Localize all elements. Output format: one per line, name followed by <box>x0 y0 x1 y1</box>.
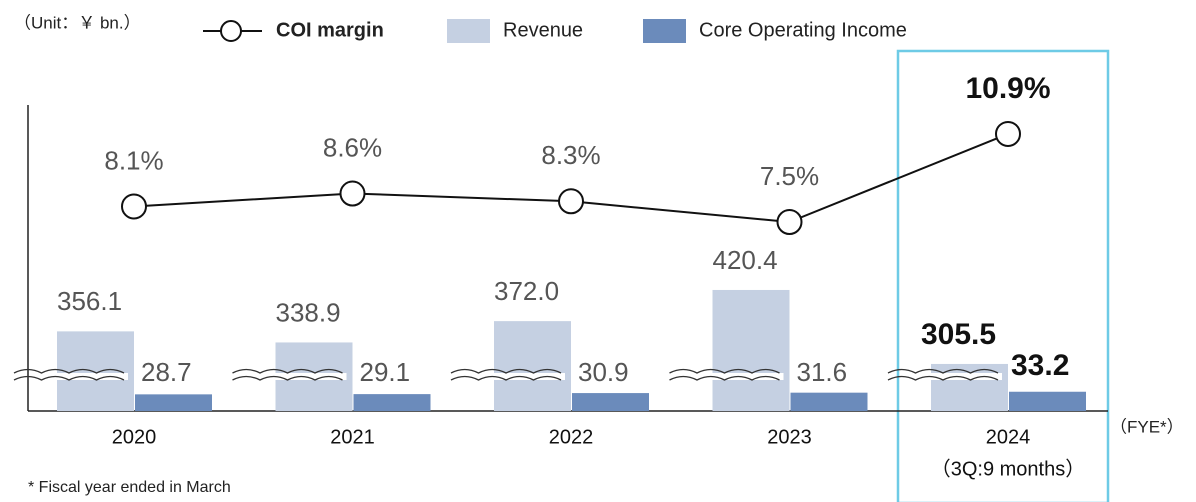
x-tick-label: 2021 <box>330 426 375 448</box>
value-label: 8.1% <box>104 145 163 175</box>
bar <box>353 394 431 411</box>
margin-marker <box>558 188 584 215</box>
x-tick-label: 2022 <box>549 426 594 448</box>
value-label: 30.9 <box>578 357 629 387</box>
legend-label: Core Operating Income <box>699 19 907 41</box>
axis-break-gap <box>924 373 1002 380</box>
bar <box>572 393 649 411</box>
axis-break <box>13 375 125 381</box>
axis-break <box>669 368 780 374</box>
bar <box>1009 391 1086 411</box>
legend-label: Revenue <box>503 19 583 41</box>
axis-break <box>232 375 343 381</box>
x-tick-label: 2020 <box>112 426 157 448</box>
x-axis-label: （FYE*） <box>1110 417 1184 436</box>
bar <box>712 289 790 411</box>
axis-break <box>887 375 999 381</box>
legend-swatch <box>643 19 686 43</box>
x-tick-label: 2023 <box>767 426 812 448</box>
margin-marker <box>121 193 147 220</box>
x-tick-label: 2024 <box>986 426 1031 448</box>
value-label: 305.5 <box>921 318 996 351</box>
bar <box>790 392 868 411</box>
legend-label: COI margin <box>276 19 384 41</box>
bar <box>931 363 1008 411</box>
margin-marker <box>995 120 1021 147</box>
axis-break <box>13 368 125 374</box>
axis-break <box>450 375 562 381</box>
value-label: 28.7 <box>141 357 192 387</box>
axis-break <box>450 368 562 374</box>
unit-note: （Unit：￥ bn.） <box>14 13 141 32</box>
value-label: 29.1 <box>360 357 411 387</box>
axis-break <box>669 375 780 381</box>
value-label: 420.4 <box>713 245 778 275</box>
legend-marker <box>220 20 242 42</box>
footnote: * Fiscal year ended in March <box>28 479 231 496</box>
bar <box>57 331 134 411</box>
legend-swatch <box>447 19 490 43</box>
axis-break <box>887 368 999 374</box>
value-label: 7.5% <box>760 161 819 191</box>
value-label: 372.0 <box>494 276 559 306</box>
value-label: 8.3% <box>541 140 600 170</box>
margin-marker <box>776 209 803 235</box>
value-label: 356.1 <box>57 286 122 316</box>
value-label: 10.9% <box>965 72 1050 105</box>
margin-marker <box>339 180 366 207</box>
annotation: （3Q:9 months） <box>931 457 1086 480</box>
axis-break-gap <box>705 373 784 380</box>
value-label: 33.2 <box>1011 349 1069 382</box>
value-label: 338.9 <box>276 297 341 327</box>
bar <box>135 394 212 411</box>
axis-break <box>232 368 343 374</box>
axis-break-gap <box>268 373 347 380</box>
highlight-box <box>896 49 1110 502</box>
value-label: 8.6% <box>323 132 382 162</box>
axis-break-gap <box>487 373 565 380</box>
axis-break-gap <box>50 373 128 380</box>
bar <box>494 321 571 411</box>
value-label: 31.6 <box>797 357 848 387</box>
